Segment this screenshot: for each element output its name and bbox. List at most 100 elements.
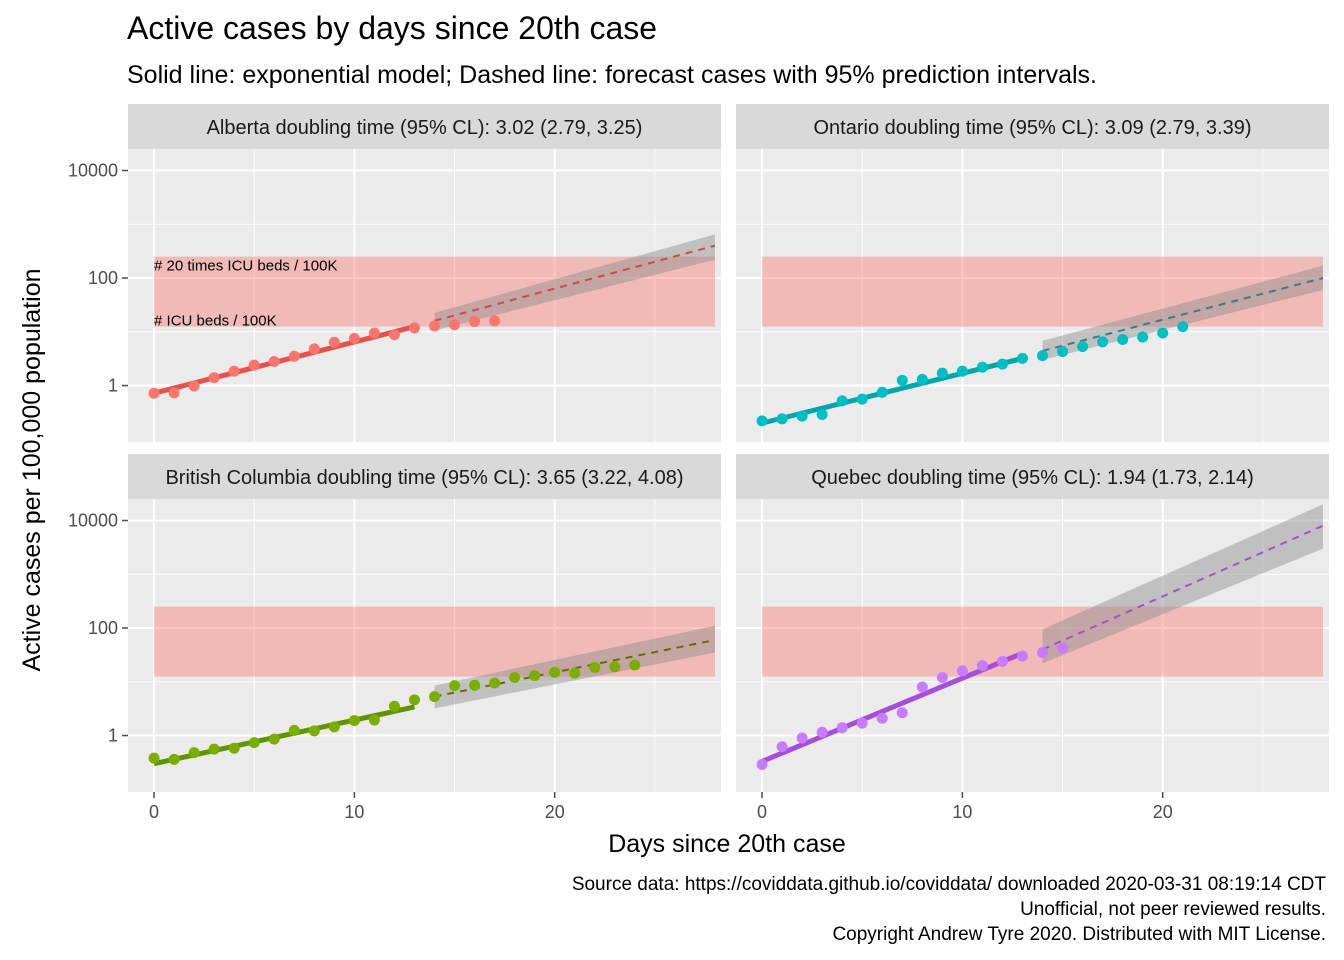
data-point	[549, 666, 561, 678]
y-tick-label: 100	[88, 618, 118, 638]
data-point	[469, 679, 481, 691]
icu-capacity-band	[762, 606, 1323, 677]
data-point	[429, 320, 441, 332]
forecast-line	[434, 244, 716, 322]
data-point	[876, 386, 888, 398]
data-point	[1057, 345, 1069, 357]
data-point	[408, 694, 420, 706]
icu-capacity-band	[762, 256, 1323, 327]
x-tick-label: 10	[952, 802, 972, 822]
x-tick-label: 0	[149, 802, 159, 822]
facet-strip-label: Ontario doubling time (95% CL): 3.09 (2.…	[813, 117, 1251, 139]
data-point	[228, 365, 240, 377]
data-point	[208, 743, 220, 755]
data-point	[609, 661, 621, 673]
data-point	[896, 707, 908, 719]
data-point	[956, 665, 968, 677]
data-point	[1077, 341, 1089, 353]
data-point	[916, 373, 928, 385]
prediction-interval-band	[1042, 265, 1323, 360]
data-point	[589, 661, 601, 673]
caption-copyright: Copyright Andrew Tyre 2020. Distributed …	[832, 924, 1326, 945]
data-point	[328, 336, 340, 348]
data-point	[569, 667, 581, 679]
data-point	[308, 343, 320, 355]
panel-background	[736, 149, 1329, 442]
data-point	[776, 741, 788, 753]
data-point	[1037, 647, 1049, 659]
data-point	[1016, 352, 1028, 364]
y-tick-label: 10000	[68, 161, 118, 181]
facet-strip-label: Quebec doubling time (95% CL): 1.94 (1.7…	[811, 467, 1253, 489]
data-point	[776, 413, 788, 425]
prediction-interval-band	[1042, 504, 1323, 664]
data-point	[936, 672, 948, 684]
data-point	[328, 721, 340, 733]
icu-capacity-band	[154, 256, 715, 327]
data-point	[228, 742, 240, 754]
panel-background	[128, 149, 721, 442]
chart-title: Active cases by days since 20th case	[127, 10, 657, 46]
facet-strip	[736, 454, 1329, 499]
data-point	[936, 367, 948, 379]
data-point	[308, 725, 320, 737]
x-tick-label: 20	[545, 802, 565, 822]
y-axis-title: Active cases per 100,000 population	[18, 268, 46, 671]
data-point	[996, 358, 1008, 370]
facet-strip-label: British Columbia doubling time (95% CL):…	[165, 467, 683, 489]
data-point	[489, 315, 501, 327]
y-tick-label: 1	[108, 726, 118, 746]
data-point	[208, 372, 220, 384]
caption-source: Source data: https://coviddata.github.io…	[572, 874, 1327, 895]
data-point	[368, 327, 380, 339]
data-point	[429, 691, 441, 703]
data-point	[509, 672, 521, 684]
data-point	[816, 726, 828, 738]
data-point	[188, 747, 200, 759]
data-point	[1016, 650, 1028, 662]
data-point	[956, 365, 968, 377]
prediction-interval-band	[434, 625, 715, 709]
data-point	[1037, 350, 1049, 362]
data-point	[1057, 642, 1069, 654]
forecast-line	[1042, 277, 1324, 352]
data-point	[288, 350, 300, 362]
data-point	[248, 737, 260, 749]
data-point	[449, 319, 461, 331]
y-tick-label: 1	[108, 376, 118, 396]
data-point	[1097, 336, 1109, 348]
data-point	[148, 752, 160, 764]
data-point	[148, 387, 160, 399]
data-point	[529, 670, 541, 682]
data-point	[976, 361, 988, 373]
facet-panel-2: British Columbia doubling time (95% CL):…	[128, 454, 721, 792]
data-point	[1137, 331, 1149, 343]
data-point	[856, 717, 868, 729]
y-tick-label: 100	[88, 268, 118, 288]
data-point	[268, 733, 280, 745]
facet-strip-label: Alberta doubling time (95% CL): 3.02 (2.…	[207, 117, 643, 139]
data-point	[876, 712, 888, 724]
data-point	[168, 387, 180, 399]
data-point	[408, 322, 420, 334]
facet-strip	[128, 104, 721, 149]
x-axis-ticks: 0 10 20 0 10 20	[149, 792, 1173, 822]
icu-capacity-band	[154, 606, 715, 677]
facet-strip	[736, 104, 1329, 149]
y-tick-label: 10000	[68, 511, 118, 531]
panel-background	[128, 499, 721, 792]
data-point	[896, 374, 908, 386]
data-point	[836, 395, 848, 407]
data-point	[368, 714, 380, 726]
data-point	[1117, 333, 1129, 345]
data-point	[388, 329, 400, 341]
data-point	[388, 700, 400, 712]
chart-subtitle: Solid line: exponential model; Dashed li…	[127, 61, 1097, 89]
facet-panel-3: Quebec doubling time (95% CL): 1.94 (1.7…	[736, 454, 1329, 792]
data-point	[976, 660, 988, 672]
data-point	[856, 393, 868, 405]
data-point	[168, 753, 180, 765]
data-point	[796, 732, 808, 744]
y-axis-ticks: 1 100 10000 1 100 10000	[68, 161, 128, 746]
